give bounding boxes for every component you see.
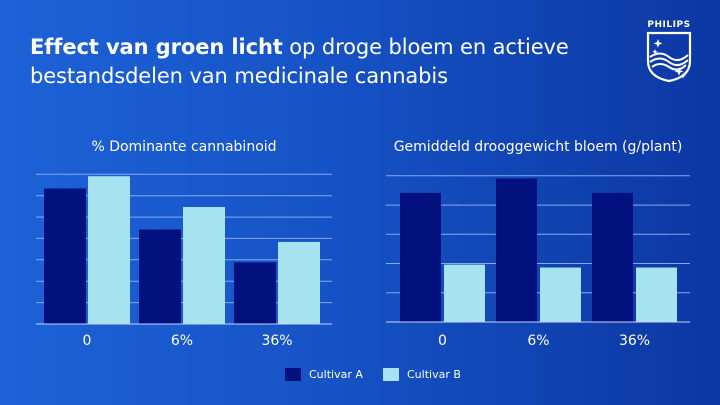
tick-label: 36% [261,333,292,349]
bar-cultivar-b-2 [278,241,320,324]
slide-title-bold: Effect van groen licht [30,35,283,59]
bar-cultivar-b-1 [183,207,225,324]
bar-cultivar-a-2 [592,192,633,322]
philips-shield-icon [646,31,692,83]
bar-cultivar-a-0 [400,192,441,322]
bar-cultivar-b-0 [88,176,130,324]
legend-label-cultivar-b: Cultivar B [407,368,461,381]
bar-cultivar-b-0 [444,264,485,322]
bar-cultivar-a-1 [496,178,537,322]
slide-title-rest: op droge bloem en actieve bestandsdelen … [30,35,569,88]
legend-item-cultivar-a: Cultivar A [285,368,363,381]
chart-2-title: Gemiddeld drooggewicht bloem (g/plant) [393,139,683,155]
philips-logo: PHILIPS [640,20,698,84]
bar-cultivar-b-1 [540,267,581,322]
tick-label: 6% [527,333,549,349]
tick-label: 0 [83,333,92,349]
bar-cultivar-a-1 [139,229,181,324]
tick-label: 36% [619,333,650,349]
slide-title: Effect van groen licht op droge bloem en… [30,33,620,91]
bar-cultivar-a-2 [234,262,276,324]
bar-cultivar-a-0 [44,188,86,324]
legend-label-cultivar-a: Cultivar A [309,368,363,381]
legend-swatch-cultivar-b [383,368,399,381]
tick-label: 6% [171,333,193,349]
legend-item-cultivar-b: Cultivar B [383,368,461,381]
bar-cultivar-b-2 [636,267,677,322]
legend-swatch-cultivar-a [285,368,301,381]
philips-logo-text: PHILIPS [647,20,691,30]
chart-1-title: % Dominante cannabinoid [91,139,277,155]
tick-label: 0 [438,333,447,349]
